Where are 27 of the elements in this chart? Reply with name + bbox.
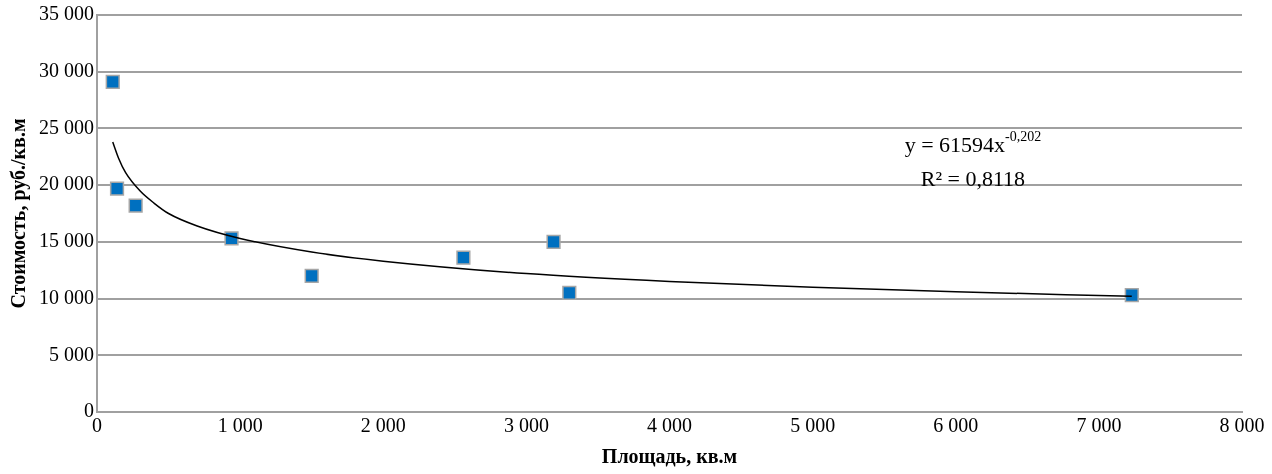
y-tick-label: 35 000	[39, 2, 94, 25]
x-tick-label: 8 000	[1219, 414, 1265, 437]
y-tick-label: 30 000	[39, 58, 94, 81]
y-tick-label: 20 000	[39, 172, 94, 195]
point	[304, 268, 319, 283]
point	[546, 234, 561, 249]
x-tick-label: 3 000	[503, 414, 549, 437]
y-tick-label: 25 000	[39, 115, 94, 138]
x-tick-label: 1 000	[217, 414, 263, 437]
point	[1124, 288, 1139, 303]
x-tick-label: 2 000	[360, 414, 406, 437]
y-tick-label: 15 000	[39, 229, 94, 252]
point	[105, 74, 120, 90]
point	[456, 250, 471, 265]
point	[562, 285, 577, 301]
y-tick-label: 5 000	[49, 342, 94, 365]
x-tick-label: 5 000	[790, 414, 836, 437]
x-tick-label: 4 000	[647, 414, 692, 437]
point	[109, 181, 125, 196]
point	[128, 198, 143, 213]
y-tick-label: 0	[84, 399, 94, 422]
x-tick-label: 6 000	[933, 414, 979, 437]
annotation: R² = 0,8118	[920, 165, 1026, 191]
y-axis-title: Стоимость, руб./кв.м	[7, 118, 31, 309]
y-tick-label: 10 000	[39, 285, 94, 308]
x-tick-label: 7 000	[1076, 414, 1122, 437]
x-axis-title: Площадь, кв.м	[601, 445, 738, 468]
